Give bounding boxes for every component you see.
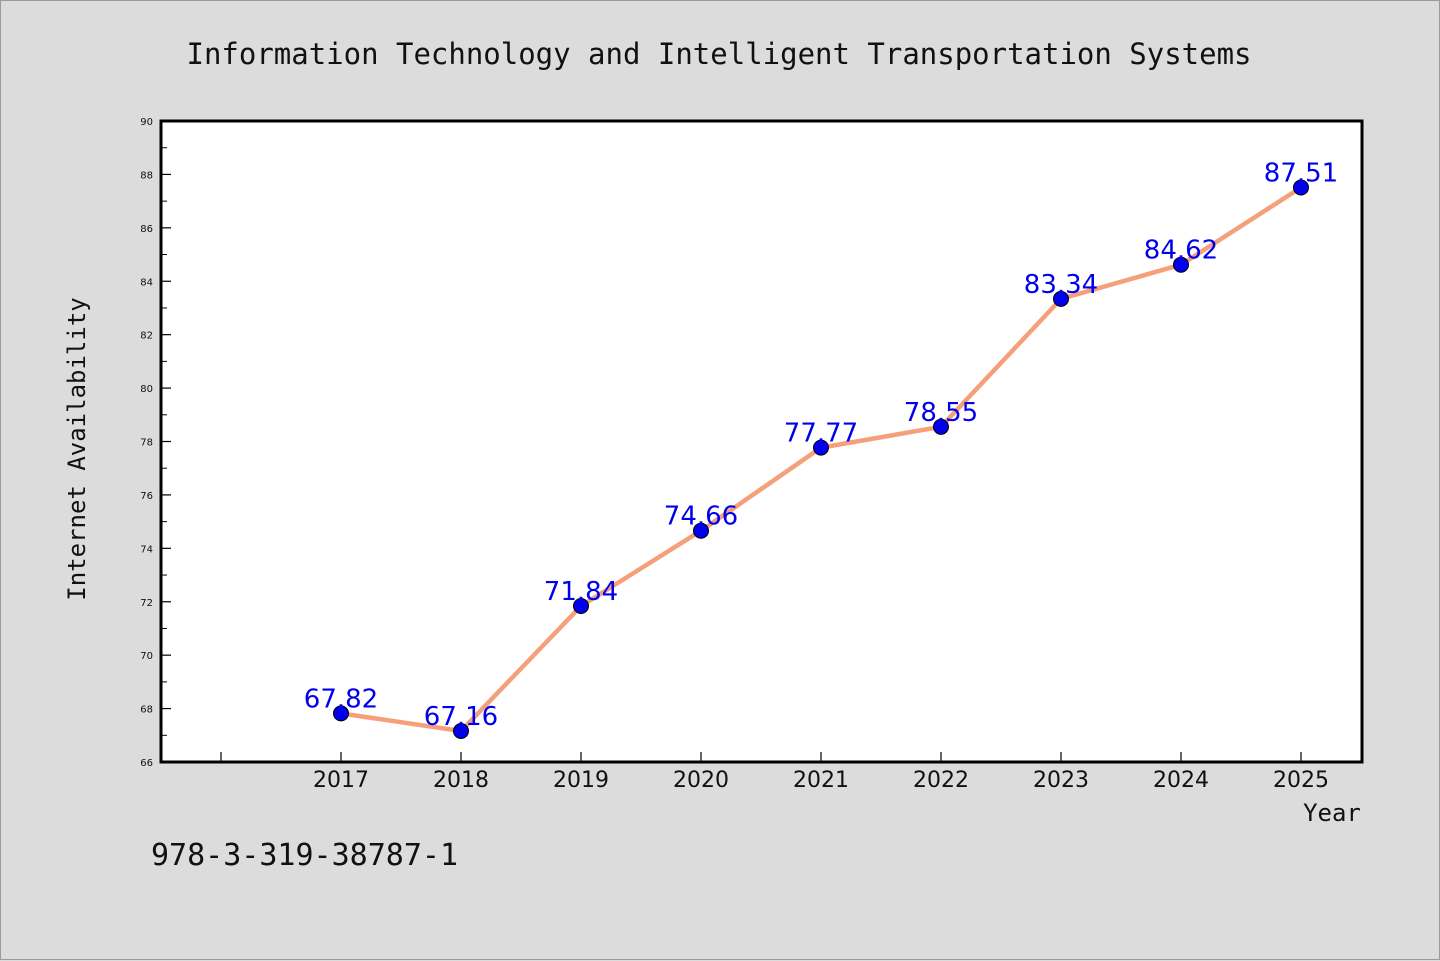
x-axis-label: Year [1303, 799, 1361, 827]
y-tick-label: 70 [140, 651, 153, 662]
data-point [1053, 290, 1069, 307]
data-labels: 67.82 67.16 71.84 74.66 77.77 78.55 83.34 84.62… [304, 159, 1338, 733]
y-tick-label: 80 [140, 384, 153, 395]
y-axis: 66 68 70 72 74 76 78 80 82 84 86 88 90 [140, 117, 171, 769]
y-axis-label: Internet Availability [63, 297, 91, 600]
data-label: 67.82 [304, 684, 378, 714]
data-label: 71.84 [544, 577, 618, 607]
y-tick-label: 68 [140, 705, 153, 716]
data-label: 74.66 [664, 502, 738, 532]
x-tick-label: 2024 [1153, 768, 1209, 793]
data-label: 77.77 [784, 419, 858, 449]
footer-isbn: 978-3-319-38787-1 [151, 838, 458, 873]
x-tick-label: 2022 [913, 768, 969, 793]
y-tick-label: 84 [140, 277, 153, 288]
x-tick-label: 2017 [313, 768, 369, 793]
data-point [573, 598, 589, 615]
x-tick-label: 2025 [1273, 768, 1329, 793]
x-tick-label: 2021 [793, 768, 849, 793]
data-label: 83.34 [1024, 270, 1098, 300]
y-tick-label: 78 [140, 438, 153, 449]
data-point [693, 522, 709, 539]
data-label: 87.51 [1264, 159, 1338, 189]
data-point [1173, 256, 1189, 273]
chart-title: Information Technology and Intelligent T… [186, 37, 1251, 71]
y-tick-label: 82 [140, 331, 153, 342]
data-label: 78.55 [904, 398, 978, 428]
data-label: 84.62 [1144, 236, 1218, 266]
data-label: 67.16 [424, 702, 498, 732]
data-point [813, 439, 829, 456]
x-tick-label: 2019 [553, 768, 609, 793]
data-point [333, 705, 349, 722]
x-tick-label: 2023 [1033, 768, 1089, 793]
data-point [453, 723, 469, 740]
x-axis: 2017 2018 2019 2020 2021 2022 2023 2024 2025 [220, 752, 1329, 793]
y-tick-label: 72 [140, 598, 153, 609]
data-point [933, 418, 949, 435]
plot-area [159, 119, 1364, 764]
y-tick-label: 66 [140, 758, 153, 769]
y-tick-label: 90 [140, 117, 153, 128]
series-markers [333, 179, 1309, 740]
x-tick-label: 2020 [673, 768, 729, 793]
y-tick-label: 74 [140, 544, 153, 555]
data-point [1293, 179, 1309, 196]
x-tick-label: 2018 [433, 768, 489, 793]
y-tick-label: 76 [140, 491, 153, 502]
y-tick-label: 86 [140, 224, 153, 235]
y-tick-label: 88 [140, 170, 153, 181]
